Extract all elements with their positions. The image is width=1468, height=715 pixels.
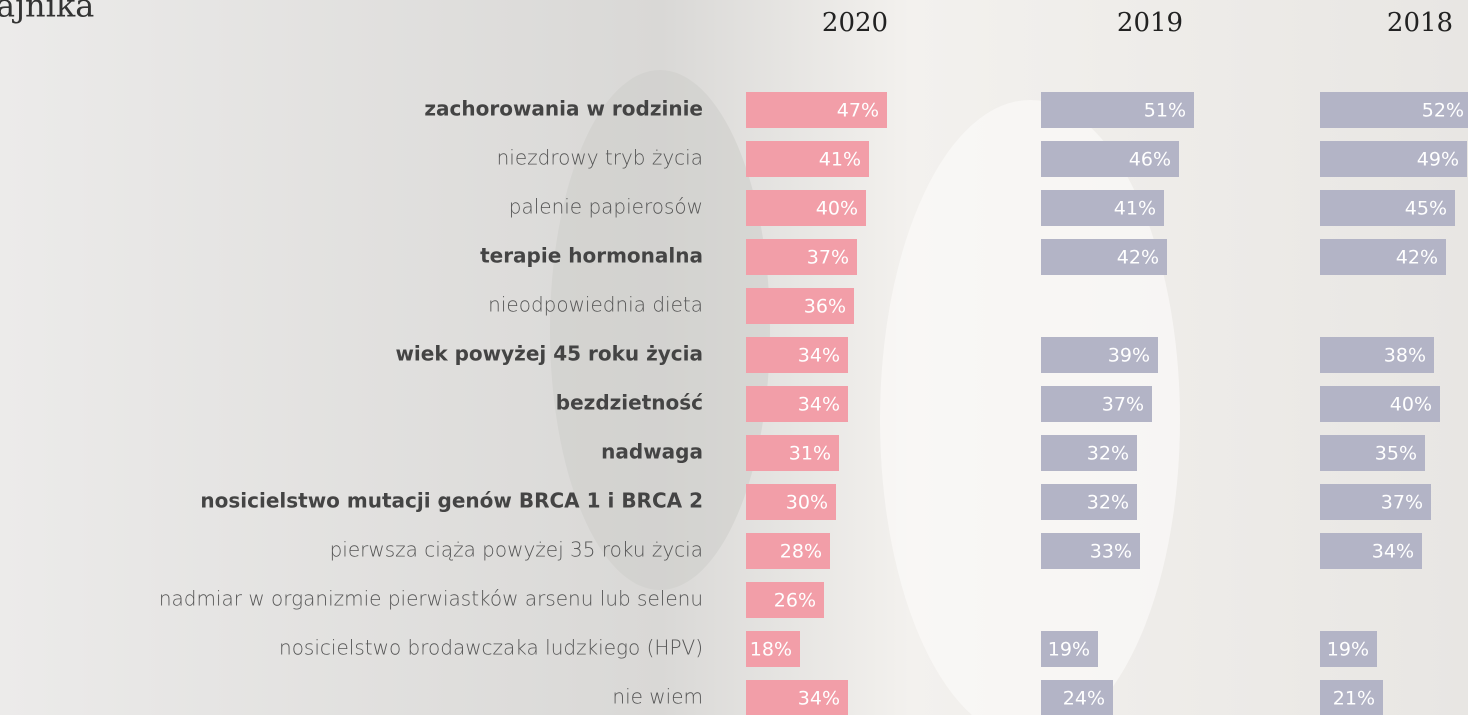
category-label: nosicielstwo mutacji genów BRCA 1 i BRCA… [200, 489, 703, 513]
bar [1041, 239, 1167, 275]
bar [1320, 92, 1468, 128]
value-label: 47% [837, 100, 879, 122]
shadow [550, 70, 770, 590]
bar [1320, 141, 1467, 177]
category-label: nadmiar w organizmie pierwiastków arsenu… [159, 587, 703, 611]
value-label: 26% [774, 590, 816, 612]
bar [1320, 435, 1425, 471]
value-label: 28% [780, 541, 822, 563]
value-label: 34% [798, 688, 840, 710]
category-label: nadwaga [601, 440, 703, 464]
value-label: 41% [819, 149, 861, 171]
category-label: palenie papierosów [509, 195, 703, 219]
bar [1041, 484, 1137, 520]
bar [746, 190, 866, 226]
series-header: 2019 [1117, 8, 1183, 38]
bar [1320, 337, 1434, 373]
bar [746, 337, 848, 373]
value-label: 42% [1117, 247, 1159, 269]
bar [1320, 631, 1377, 667]
value-label: 40% [1390, 394, 1432, 416]
bar [746, 582, 824, 618]
value-label: 35% [1375, 443, 1417, 465]
bar [1041, 533, 1140, 569]
bar [1320, 239, 1446, 275]
value-label: 40% [816, 198, 858, 220]
bar [746, 92, 887, 128]
value-label: 32% [1087, 443, 1129, 465]
bar [746, 386, 848, 422]
bar [746, 435, 839, 471]
bar [746, 631, 800, 667]
bar [1041, 680, 1113, 715]
value-label: 36% [804, 296, 846, 318]
category-label: bezdzietność [556, 391, 703, 415]
value-label: 34% [798, 345, 840, 367]
value-label: 37% [1102, 394, 1144, 416]
value-label: 41% [1114, 198, 1156, 220]
bar [1041, 92, 1194, 128]
bar [746, 288, 854, 324]
value-label: 37% [1381, 492, 1423, 514]
category-label: pierwsza ciąża powyżej 35 roku życia [330, 538, 703, 562]
category-label: nieodpowiednia dieta [488, 293, 703, 317]
value-label: 34% [798, 394, 840, 416]
bar [1320, 484, 1431, 520]
value-label: 51% [1144, 100, 1186, 122]
value-label: 33% [1090, 541, 1132, 563]
title-fragment: ajnika [0, 0, 94, 25]
category-label: terapie hormonalna [480, 244, 703, 268]
category-label: wiek powyżej 45 roku życia [395, 342, 703, 366]
value-label: 32% [1087, 492, 1129, 514]
bar [746, 680, 848, 715]
series-header: 2020 [822, 8, 888, 38]
value-label: 39% [1108, 345, 1150, 367]
series-header: 2018 [1387, 8, 1453, 38]
value-label: 30% [786, 492, 828, 514]
value-label: 19% [1048, 639, 1090, 661]
bar [1041, 190, 1164, 226]
bar [746, 141, 869, 177]
value-label: 31% [789, 443, 831, 465]
bar [1320, 386, 1440, 422]
value-label: 45% [1405, 198, 1447, 220]
bar [1041, 435, 1137, 471]
value-label: 42% [1396, 247, 1438, 269]
value-label: 49% [1417, 149, 1459, 171]
value-label: 34% [1372, 541, 1414, 563]
value-label: 21% [1333, 688, 1375, 710]
category-label: niezdrowy tryb życia [497, 146, 703, 170]
bar [1041, 141, 1179, 177]
value-label: 24% [1063, 688, 1105, 710]
value-label: 18% [750, 639, 792, 661]
bar [1041, 631, 1098, 667]
value-label: 52% [1422, 100, 1464, 122]
bar [1320, 680, 1383, 715]
value-label: 46% [1129, 149, 1171, 171]
category-label: nosicielstwo brodawczaka ludzkiego (HPV) [279, 636, 703, 660]
bar [1320, 533, 1422, 569]
bar [746, 484, 836, 520]
category-label: zachorowania w rodzinie [424, 97, 703, 121]
value-label: 19% [1327, 639, 1369, 661]
category-label: nie wiem [612, 685, 703, 709]
bar [1041, 337, 1158, 373]
bar [746, 239, 857, 275]
value-label: 38% [1384, 345, 1426, 367]
bar [746, 533, 830, 569]
bar [1041, 386, 1152, 422]
bar [1320, 190, 1455, 226]
value-label: 37% [807, 247, 849, 269]
